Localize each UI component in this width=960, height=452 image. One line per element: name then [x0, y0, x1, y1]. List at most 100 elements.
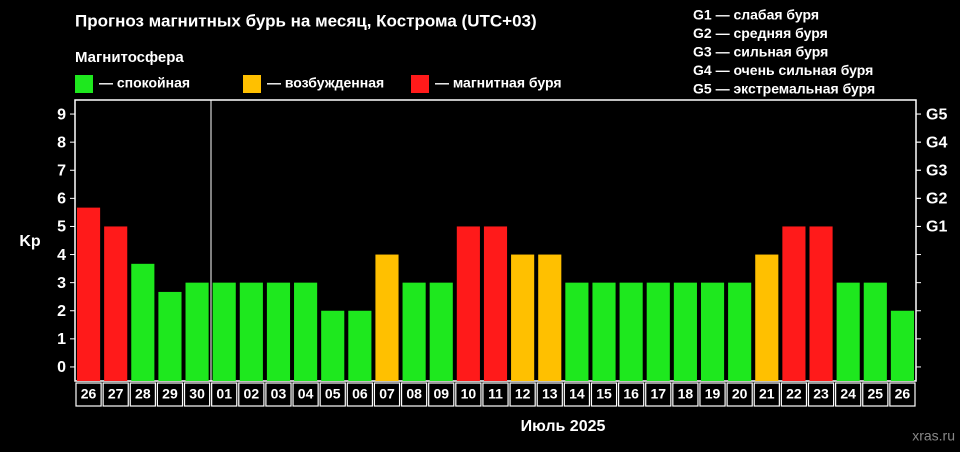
- bar: [456, 226, 480, 381]
- legend-label: — возбужденная: [267, 75, 384, 91]
- category-cell: [211, 382, 238, 407]
- bar: [131, 263, 155, 381]
- x-tick-label: 25: [868, 386, 884, 402]
- x-tick-label: 26: [895, 386, 911, 402]
- category-cell: [563, 382, 591, 407]
- category-cell: [889, 382, 916, 407]
- x-tick-label: 22: [786, 386, 802, 402]
- category-cell: [780, 382, 808, 407]
- x-tick-label: 12: [515, 386, 531, 402]
- bar: [77, 207, 101, 381]
- y-tick-label: 1: [57, 331, 66, 348]
- x-tick-label: 19: [705, 386, 721, 402]
- bar: [239, 282, 263, 381]
- bar: [619, 282, 643, 381]
- legend-swatch: [75, 75, 93, 93]
- y2-tick-label: G3: [926, 162, 947, 179]
- x-tick-label: 30: [189, 386, 205, 402]
- x-tick-label: 20: [732, 386, 748, 402]
- y2-tick-label: G4: [926, 134, 947, 151]
- bar: [375, 254, 399, 381]
- bar: [673, 282, 697, 381]
- x-tick-label: 27: [108, 386, 124, 402]
- category-cell: [536, 382, 563, 407]
- bar: [483, 226, 508, 381]
- x-tick-label: 16: [623, 386, 639, 402]
- x-tick-label: 05: [325, 386, 341, 402]
- bar: [565, 282, 589, 381]
- x-tick-label: 01: [216, 386, 232, 402]
- y-tick-label: 8: [57, 134, 66, 151]
- x-tick-label: 17: [650, 386, 666, 402]
- category-cell: [373, 382, 401, 407]
- bar: [294, 282, 318, 381]
- bar: [782, 226, 806, 381]
- legend-label: — магнитная буря: [435, 75, 562, 91]
- x-tick-label: 11: [488, 386, 503, 402]
- y-tick-label: 3: [57, 275, 66, 292]
- x-tick-label: 21: [759, 386, 775, 402]
- x-tick-label: 06: [352, 386, 368, 402]
- category-cell: [699, 382, 726, 407]
- x-tick-label: 10: [461, 386, 477, 402]
- category-cell: [753, 382, 780, 407]
- category-cell: [319, 382, 346, 407]
- category-cell: [102, 382, 129, 407]
- y2-tick-label: G2: [926, 191, 947, 208]
- y-tick-label: 4: [57, 247, 66, 264]
- x-tick-label: 04: [298, 386, 314, 402]
- category-cell: [509, 382, 536, 407]
- category-cell: [129, 382, 156, 407]
- watermark: xras.ru: [912, 428, 955, 444]
- scale-note: G4 — очень сильная буря: [693, 62, 873, 78]
- category-cell: [807, 382, 835, 407]
- category-cell: [482, 382, 509, 407]
- bar: [348, 310, 372, 381]
- scale-note: G2 — средняя буря: [693, 25, 828, 41]
- x-tick-label: 09: [433, 386, 449, 402]
- category-cell: [726, 382, 753, 407]
- bar: [538, 254, 562, 381]
- scale-note: G1 — слабая буря: [693, 7, 819, 23]
- x-tick-label: 28: [135, 386, 151, 402]
- category-cell: [265, 382, 292, 407]
- y-tick-label: 7: [57, 162, 66, 179]
- bar: [212, 282, 236, 381]
- category-cell: [183, 382, 211, 407]
- bar: [104, 226, 128, 381]
- x-tick-label: 03: [271, 386, 287, 402]
- bar: [728, 282, 752, 381]
- legend-swatch: [411, 75, 429, 93]
- x-tick-label: 13: [542, 386, 558, 402]
- category-cell: [645, 382, 672, 407]
- category-cell: [590, 382, 618, 407]
- x-tick-label: 23: [813, 386, 829, 402]
- bar: [592, 282, 616, 381]
- bar: [158, 291, 182, 381]
- category-cell: [238, 382, 265, 407]
- x-tick-label: 15: [596, 386, 612, 402]
- y2-tick-label: G1: [926, 219, 947, 236]
- category-cell: [672, 382, 699, 407]
- x-tick-label: 29: [162, 386, 178, 402]
- bar: [266, 282, 291, 381]
- bar: [890, 310, 914, 381]
- bar: [321, 310, 345, 381]
- x-tick-label: 02: [244, 386, 260, 402]
- bar: [402, 282, 426, 381]
- x-tick-label: 07: [379, 386, 395, 402]
- scale-note: G3 — сильная буря: [693, 44, 828, 60]
- x-tick-label: 26: [81, 386, 97, 402]
- bar: [836, 282, 860, 381]
- y-tick-label: 6: [57, 191, 66, 208]
- y-tick-label: 0: [57, 359, 66, 376]
- y-tick-label: 2: [57, 303, 66, 320]
- y2-tick-label: G5: [926, 106, 947, 123]
- x-tick-label: 08: [406, 386, 422, 402]
- category-cell: [455, 382, 482, 407]
- bar: [700, 282, 725, 381]
- category-cell: [835, 382, 862, 407]
- y-axis-label: Kp: [19, 233, 41, 250]
